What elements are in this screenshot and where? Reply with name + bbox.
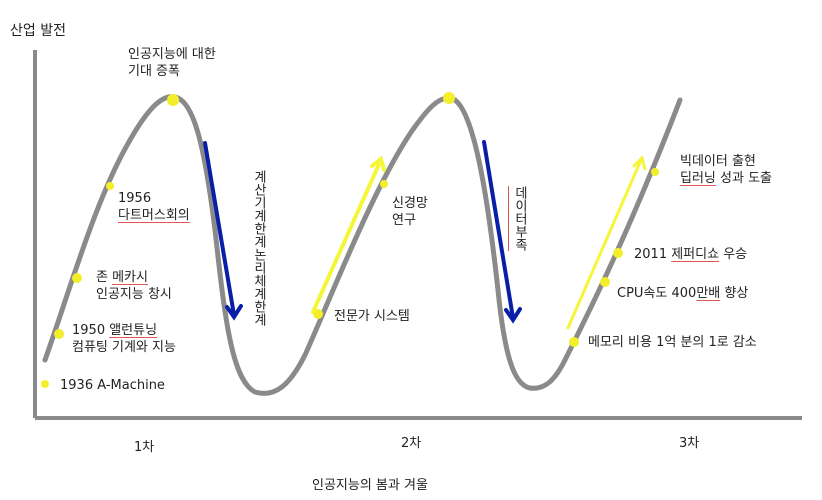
winter2-label: 데이터부족: [512, 186, 527, 251]
milestone-neural-line2: 연구: [392, 213, 416, 228]
milestone-1950-year: 1950: [72, 323, 110, 338]
dot-1950: [54, 329, 64, 339]
fall-arrow-1: [203, 141, 243, 321]
peak1-label-line1: 인공지능에 대한: [128, 47, 216, 62]
milestone-cpu-mid: 만배: [696, 286, 721, 301]
dot-peak1: [167, 94, 179, 106]
milestone-neural-line1: 신경망: [392, 196, 428, 211]
x-tick-2: 2차: [401, 436, 422, 451]
rise-arrow-3: [566, 155, 647, 330]
milestone-expert-system: 전문가 시스템: [334, 309, 410, 324]
milestone-1956: 1956 다트머스회의: [118, 190, 190, 224]
milestone-bigdata-line1: 빅데이터 출현: [680, 154, 756, 169]
milestone-neural-net: 신경망 연구: [392, 195, 428, 229]
milestone-cpu-suffix: 향상: [720, 286, 749, 301]
milestone-1956-event: 다트머스회의: [118, 208, 190, 223]
peak1-label: 인공지능에 대한 기대 증폭: [128, 46, 216, 80]
milestone-bigdata-line2: 딥러닝 성과 도출: [680, 170, 772, 187]
milestone-dots: [41, 92, 659, 388]
milestone-1950-name: 앨런튜닝: [109, 323, 158, 338]
dot-1956: [106, 182, 114, 190]
dot-peak2: [443, 92, 455, 104]
dot-jeopardy: [613, 248, 623, 258]
milestone-cpu-prefix: CPU속도 400: [617, 286, 697, 301]
milestone-1950-line2: 컴퓨팅 기계와 지능: [72, 340, 176, 355]
milestone-bigdata-rest: 성과 도출: [715, 171, 772, 186]
milestone-mccarthy-prefix: 존: [96, 270, 113, 285]
milestone-mccarthy-line2: 인공지능 창시: [96, 287, 172, 302]
dot-neural: [380, 180, 388, 188]
milestone-bigdata: 빅데이터 출현 딥러닝 성과 도출: [680, 153, 772, 187]
dot-1936: [41, 380, 49, 388]
x-tick-3: 3차: [679, 436, 700, 451]
fall-arrow-2: [482, 140, 522, 324]
milestone-memory: 메모리 비용 1억 분의 1로 감소: [588, 335, 757, 350]
dot-mccarthy: [72, 273, 82, 283]
milestone-mccarthy-name: 메카시: [112, 270, 148, 285]
winter1-label-line1: 계산기계한계: [251, 170, 266, 248]
milestone-1950-line1: 1950 앨런튜닝: [72, 322, 176, 339]
milestone-1950: 1950 앨런튜닝 컴퓨팅 기계와 지능: [72, 322, 176, 356]
winter1-label-line2: 논리체계한계: [251, 248, 266, 326]
milestone-deeplearning: 딥러닝: [680, 171, 716, 186]
milestone-jeopardy-name: 제퍼디쇼: [671, 247, 720, 262]
milestone-1956-year: 1956: [118, 191, 152, 206]
dot-bigdata: [651, 168, 659, 176]
dot-cpu: [600, 277, 610, 287]
dot-expert: [313, 309, 323, 319]
milestone-jeopardy-year: 2011: [634, 247, 672, 262]
diagram-title: 인공지능의 봄과 겨울: [312, 478, 428, 493]
dot-memory: [569, 337, 579, 347]
milestone-jeopardy-suffix: 우승: [719, 247, 748, 262]
winter1-label: 계산기계한계논리체계한계: [250, 170, 266, 326]
milestone-jeopardy: 2011 제퍼디쇼 우승: [634, 246, 747, 263]
milestone-cpu: CPU속도 400만배 향상: [617, 285, 748, 302]
peak1-label-line2: 기대 증폭: [128, 64, 180, 79]
milestone-1936: 1936 A-Machine: [60, 378, 165, 393]
milestone-mccarthy-line1: 존 메카시: [96, 269, 172, 286]
milestone-mccarthy: 존 메카시 인공지능 창시: [96, 269, 172, 303]
y-axis-label: 산업 발전: [10, 23, 66, 39]
x-tick-1: 1차: [134, 440, 155, 455]
rise-arrow-2: [311, 155, 386, 314]
